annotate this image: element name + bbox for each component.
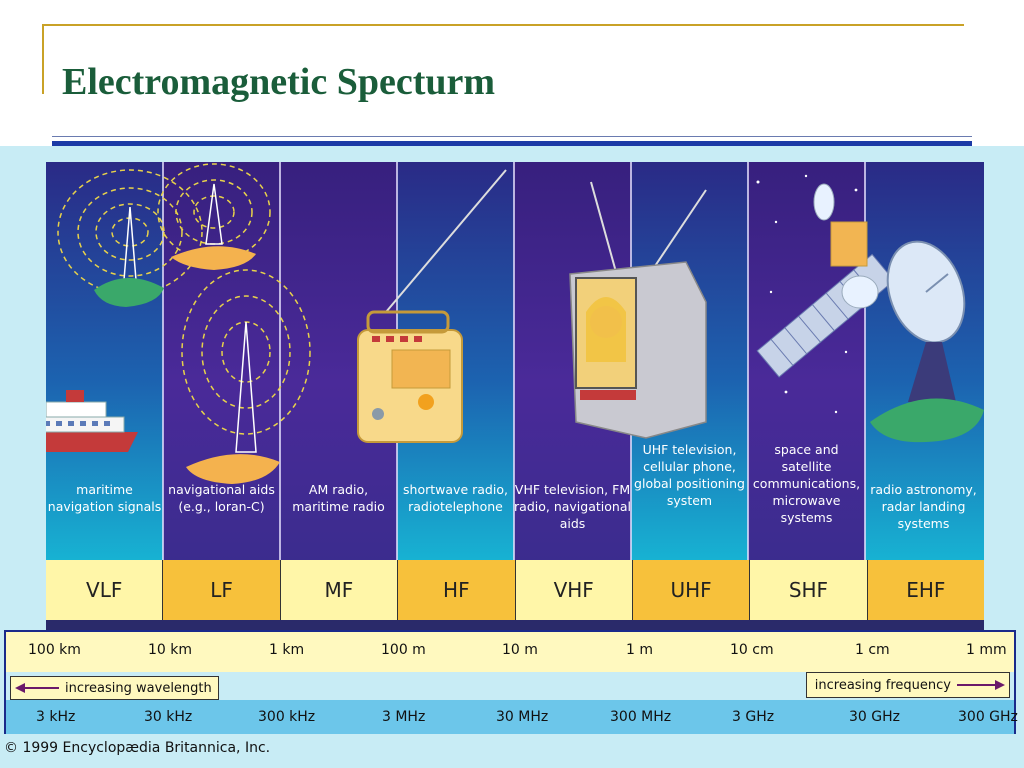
slide-title: Electromagnetic Specturm — [62, 61, 496, 103]
application-label-hf: shortwave radio, radiotelephone — [403, 482, 508, 514]
frequency-label: 300 MHz — [610, 709, 672, 725]
wavelength-label: 1 km — [269, 642, 305, 658]
right-arrow-icon — [957, 680, 1005, 690]
wavelength-label: 1 m — [626, 642, 653, 658]
title-rule-thin — [52, 136, 972, 137]
wavelength-label: 100 m — [381, 642, 426, 658]
television-illustration — [569, 181, 707, 439]
lf-towers-illustration — [157, 163, 311, 484]
band-vhf: VHF — [515, 560, 633, 620]
application-label-lf: navigational aids (e.g., loran-C) — [168, 482, 275, 514]
vlf-tower-illustration — [57, 169, 203, 307]
wavelength-label: 10 cm — [730, 642, 774, 658]
application-label-vhf: VHF television, FM radio, navigational a… — [514, 482, 631, 531]
ship-illustration — [46, 390, 138, 452]
band-lf: LF — [163, 560, 281, 620]
increasing-wavelength-label: increasing wavelength — [65, 680, 212, 696]
band-underline-strip — [46, 620, 984, 630]
copyright-notice: © 1999 Encyclopædia Britannica, Inc. — [4, 740, 271, 756]
wavelength-label: 10 m — [502, 642, 538, 658]
band-shf: SHF — [750, 560, 868, 620]
left-arrow-icon — [15, 683, 59, 693]
satellite-illustration — [756, 183, 895, 378]
frequency-label: 3 kHz — [36, 709, 76, 725]
frequency-label: 3 MHz — [382, 709, 426, 725]
spectrum-illustration — [46, 162, 984, 622]
wavelength-row: 100 km 10 km 1 km 100 m 10 m 1 m 10 cm 1… — [6, 632, 1014, 672]
frequency-label: 30 kHz — [144, 709, 193, 725]
band-ehf: EHF — [867, 560, 984, 620]
increasing-wavelength-indicator: increasing wavelength — [10, 676, 219, 700]
application-label-vlf: maritime navigation signals — [47, 482, 162, 514]
wavelength-label: 10 km — [148, 642, 193, 658]
decorative-left-rule — [42, 24, 44, 94]
band-names-row: VLF LF MF HF VHF UHF SHF EHF — [46, 560, 984, 620]
frequency-row: 3 kHz 30 kHz 300 kHz 3 MHz 30 MHz 300 MH… — [6, 700, 1018, 734]
frequency-label: 30 GHz — [849, 709, 900, 725]
scale-box: 100 km 10 km 1 km 100 m 10 m 1 m 10 cm 1… — [4, 630, 1018, 734]
band-uhf: UHF — [632, 560, 751, 620]
band-hf: HF — [398, 560, 516, 620]
wavelength-label: 1 mm — [966, 642, 1007, 658]
application-label-uhf: UHF television, cellular phone, global p… — [634, 442, 745, 508]
frequency-label: 30 MHz — [496, 709, 549, 725]
application-label-mf: AM radio, maritime radio — [292, 482, 385, 514]
frequency-label: 300 kHz — [258, 709, 316, 725]
decorative-top-rule — [42, 24, 964, 26]
radio-illustration — [357, 169, 507, 443]
stars-illustration — [756, 174, 858, 414]
band-vlf: VLF — [46, 560, 164, 620]
frequency-label: 3 GHz — [732, 709, 775, 725]
increasing-frequency-label: increasing frequency — [814, 677, 951, 693]
application-label-ehf: radio astronomy, radar landing systems — [870, 482, 977, 531]
application-label-shf: space and satellite communications, micr… — [752, 442, 861, 525]
frequency-label: 300 GHz — [958, 709, 1018, 725]
wavelength-label: 100 km — [28, 642, 81, 658]
wavelength-label: 1 cm — [855, 642, 890, 658]
band-mf: MF — [280, 560, 399, 620]
radar-dish-illustration — [870, 240, 984, 443]
increasing-frequency-indicator: increasing frequency — [805, 672, 1010, 698]
title-rule-thick — [52, 141, 972, 146]
